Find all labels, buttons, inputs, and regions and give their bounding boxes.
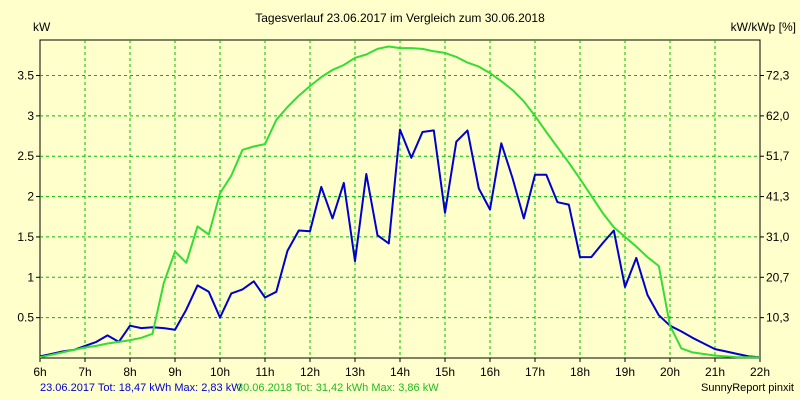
x-tick-label: 7h [78, 365, 91, 379]
x-tick-label: 12h [300, 365, 320, 379]
footer-series1-summary: 23.06.2017 Tot: 18,47 kWh Max: 2,83 kW [40, 382, 242, 394]
chart-title: Tagesverlauf 23.06.2017 im Vergleich zum… [255, 11, 545, 25]
x-tick-label: 8h [123, 365, 136, 379]
y-tick-label-right: 20,7 [766, 270, 790, 284]
y-axis-label-right: kW/kWp [%] [731, 20, 796, 34]
series-line-1 [39, 128, 761, 359]
x-tick-label: 15h [435, 365, 455, 379]
y-tick-label-right: 10,3 [766, 311, 790, 325]
x-tick-label: 17h [525, 365, 545, 379]
series-line-2 [39, 45, 760, 359]
x-tick-label: 22h [750, 365, 770, 379]
x-tick-label: 16h [480, 365, 500, 379]
x-tick-label: 19h [615, 365, 635, 379]
y-tick-label-right: 72,3 [766, 69, 790, 83]
x-tick-label: 9h [168, 365, 181, 379]
y-axis-label-left: kW [33, 20, 51, 34]
x-tick-label: 18h [570, 365, 590, 379]
x-tick-label: 13h [345, 365, 365, 379]
x-tick-label: 11h [255, 365, 274, 379]
axis-ticks: 6h 7h 8h 9h 10h 11h 12h 13h 14h 15h 16h 17h 18h 19h 20… [17, 69, 789, 379]
x-tick-label: 21h [705, 365, 725, 379]
y-tick-label-right: 31,0 [766, 230, 790, 244]
x-tick-label: 10h [210, 365, 230, 379]
x-tick-label: 14h [390, 365, 410, 379]
y-tick-label-right: 51,7 [766, 149, 790, 163]
grid [40, 40, 760, 358]
y-tick-label-left: 2 [27, 190, 34, 204]
x-tick-label: 20h [660, 365, 680, 379]
y-tick-label-left: 2.5 [17, 149, 34, 163]
y-tick-label-left: 3.5 [17, 69, 34, 83]
y-tick-label-left: 3 [27, 109, 34, 123]
y-tick-label-right: 62,0 [766, 109, 790, 123]
y-tick-label-left: 1 [27, 270, 34, 284]
x-tick-label: 6h [33, 365, 46, 379]
footer-series2-summary: 30.06.2018 Tot: 31,42 kWh Max: 3,86 kW [237, 382, 439, 394]
series-lines [39, 45, 761, 359]
y-tick-label-left: 0.5 [17, 311, 34, 325]
footer-credit: SunnyReport pinxit [701, 382, 794, 394]
y-tick-label-left: 1.5 [17, 230, 34, 244]
y-tick-label-right: 41,3 [766, 190, 790, 204]
